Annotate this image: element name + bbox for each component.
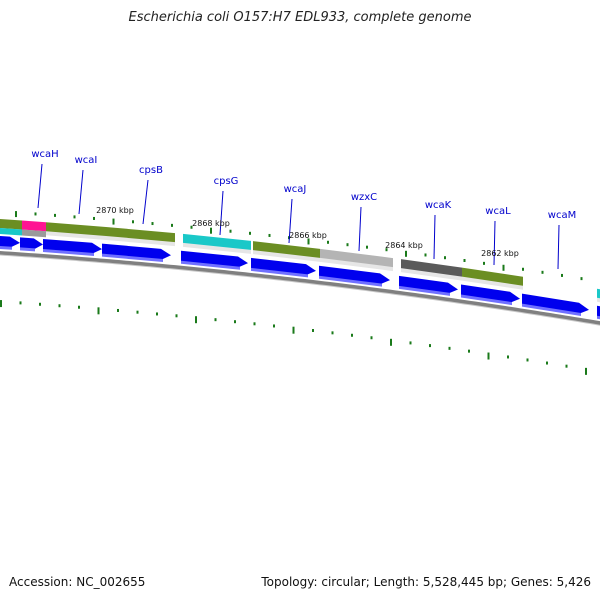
gene-label-text: wcaL — [485, 206, 511, 217]
feature-track — [0, 219, 600, 303]
backbone-line — [0, 250, 600, 326]
cds-arrow — [43, 238, 102, 254]
topology-text: Topology: circular; Length: 5,528,445 bp… — [261, 575, 591, 589]
leader-line — [142, 179, 149, 225]
cds-arrow-shade — [0, 246, 12, 250]
feature-block — [253, 241, 320, 259]
feature-block — [320, 248, 393, 269]
cds-arrow — [399, 275, 458, 294]
gene-label-text: wzxC — [351, 192, 377, 203]
position-label: 2864 kbp — [385, 241, 423, 250]
tick-track — [0, 211, 587, 375]
cds-arrow-shade — [20, 247, 35, 252]
feature-block — [22, 220, 46, 233]
position-label: 2862 kbp — [481, 249, 519, 258]
feature-block — [22, 229, 46, 238]
feature-block — [183, 233, 251, 251]
cds-arrow — [251, 257, 316, 276]
leader-line — [557, 224, 560, 270]
cds-arrow-shade — [461, 294, 512, 306]
gene-label-wcaL: wcaL — [485, 206, 511, 266]
backbone-shadow — [0, 254, 600, 326]
leader-line — [288, 198, 293, 244]
position-label: 2866 kbp — [289, 231, 327, 240]
cds-arrow — [522, 293, 589, 314]
feature-block-shade — [46, 231, 106, 240]
cds-arrow — [20, 237, 43, 250]
gene-label-text: cpsB — [139, 165, 163, 176]
gene-label-wcaJ: wcaJ — [284, 184, 307, 244]
backbone — [0, 250, 600, 326]
gene-label-text: cpsG — [214, 176, 239, 187]
gene-label-wcaM: wcaM — [548, 210, 576, 270]
feature-block-shade — [253, 250, 320, 262]
feature-block-shade — [106, 235, 175, 247]
position-label: 2868 kbp — [192, 219, 230, 228]
leader-line — [219, 190, 224, 236]
cds-arrow-shade — [102, 253, 163, 263]
leader-line — [358, 206, 362, 252]
feature-block-shade — [183, 242, 251, 254]
feature-block — [0, 228, 22, 236]
feature-block — [462, 267, 523, 287]
gene-label-wzxC: wzxC — [351, 192, 377, 252]
position-label-layer: 2870 kbp 2868 kbp 2866 kbp 2864 kbp 2862 kbp — [96, 206, 519, 258]
cds-arrow-shade — [399, 285, 450, 296]
leader-line — [78, 169, 84, 215]
gene-label-text: wcaI — [75, 155, 98, 166]
feature-block-shade — [462, 276, 523, 290]
cds-arrow-shade — [181, 260, 240, 270]
gene-label-text: wcaH — [31, 149, 58, 160]
feature-block — [597, 288, 600, 300]
feature-block-shade — [320, 257, 393, 272]
cds-arrow-shade — [522, 303, 581, 317]
gene-label-cpsB: cpsB — [139, 165, 163, 225]
gene-label-text: wcaM — [548, 210, 576, 221]
cds-arrow-shade — [319, 275, 382, 287]
gene-label-text: wcaK — [425, 200, 452, 211]
gene-label-wcaI: wcaI — [75, 155, 98, 215]
gene-label-wcaK: wcaK — [425, 200, 452, 260]
feature-block-shade — [401, 268, 462, 281]
gene-label-wcaH: wcaH — [31, 149, 59, 209]
cds-arrow — [319, 265, 390, 285]
cds-arrow-shade — [43, 248, 94, 256]
feature-block — [401, 259, 462, 278]
leader-line — [493, 220, 496, 266]
feature-block-shade — [597, 297, 600, 303]
gene-label-layer: wcaH wcaI cpsB cpsG wcaJ wzxC wcaK wcaL wcaM — [31, 149, 576, 270]
feature-block — [0, 219, 22, 231]
leader-line — [37, 163, 43, 209]
map-title: Escherichia coli O157:H7 EDL933, complet… — [128, 10, 472, 25]
cds-arrow — [461, 284, 520, 303]
cds-arrow-shade — [597, 315, 600, 320]
cds-arrow — [0, 236, 20, 248]
accession-text: Accession: NC_002655 — [9, 575, 146, 589]
cds-arrow — [597, 305, 600, 318]
position-label: 2870 kbp — [96, 206, 134, 215]
cds-arrow-shade — [251, 267, 308, 278]
gene-label-text: wcaJ — [284, 184, 307, 195]
cds-track — [0, 236, 600, 320]
feature-block — [106, 226, 175, 244]
gene-label-cpsG: cpsG — [214, 176, 239, 236]
leader-line — [433, 214, 436, 260]
